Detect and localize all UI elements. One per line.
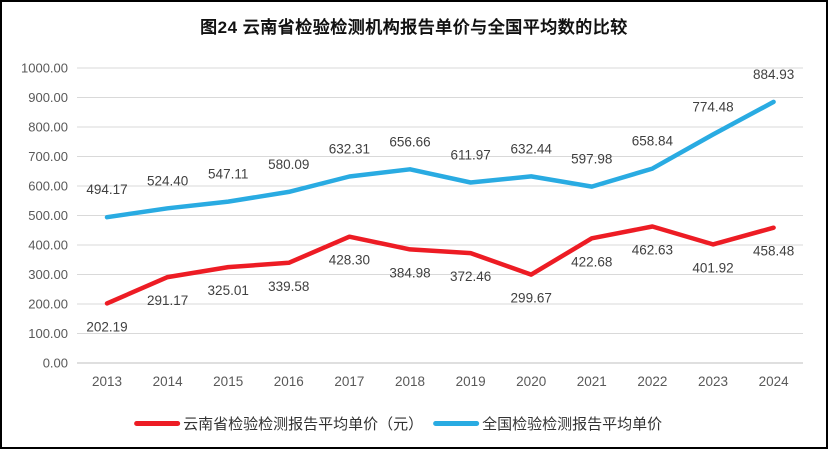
svg-text:2017: 2017: [334, 374, 364, 389]
svg-text:658.84: 658.84: [632, 134, 674, 149]
svg-text:2022: 2022: [637, 374, 667, 389]
svg-text:325.01: 325.01: [208, 283, 249, 298]
yunnan-series-line: [104, 224, 776, 306]
svg-text:884.93: 884.93: [753, 67, 794, 82]
svg-text:200.00: 200.00: [28, 297, 68, 312]
svg-text:800.00: 800.00: [28, 120, 68, 135]
yunnan-series-swatch-icon: [134, 421, 181, 426]
svg-text:500.00: 500.00: [28, 208, 68, 223]
svg-text:524.40: 524.40: [147, 173, 188, 188]
national-series-swatch-icon: [433, 421, 480, 426]
svg-text:2014: 2014: [153, 374, 184, 389]
svg-text:774.48: 774.48: [692, 100, 733, 115]
chart-title: 图24 云南省检验检测机构报告单价与全国平均数的比较: [200, 18, 628, 37]
svg-text:2016: 2016: [274, 374, 304, 389]
svg-text:1000.00: 1000.00: [21, 61, 68, 76]
svg-text:2023: 2023: [698, 374, 728, 389]
svg-text:2013: 2013: [92, 374, 122, 389]
svg-text:611.97: 611.97: [450, 147, 490, 162]
y-axis-labels: 0.00 100.00 200.00 300.00 400.00 500.00 600.00…: [21, 61, 68, 371]
svg-text:339.58: 339.58: [268, 279, 309, 294]
svg-text:401.92: 401.92: [692, 260, 733, 275]
svg-text:2024: 2024: [759, 374, 790, 389]
x-axis-labels: 2013 2014 2015 2016 2017 2018 2019 2020 2021 2022…: [92, 374, 789, 389]
legend: 云南省检验检测报告平均单价（元） 全国检验检测报告平均单价: [134, 413, 662, 434]
data-labels: 202.19 291.17 325.01 339.58 428.30 384.98 372.…: [86, 67, 794, 334]
yunnan-series-label: 云南省检验检测报告平均单价（元）: [183, 416, 424, 433]
svg-text:458.48: 458.48: [753, 244, 794, 259]
svg-text:291.17: 291.17: [147, 293, 188, 308]
svg-text:299.67: 299.67: [511, 291, 552, 306]
svg-text:632.44: 632.44: [511, 141, 553, 156]
svg-text:632.31: 632.31: [329, 141, 370, 156]
national-series-line: [104, 99, 776, 220]
svg-text:384.98: 384.98: [389, 265, 430, 280]
gridlines: [77, 67, 803, 364]
svg-text:494.17: 494.17: [86, 182, 127, 197]
svg-text:900.00: 900.00: [28, 90, 68, 105]
svg-text:372.46: 372.46: [450, 269, 491, 284]
svg-text:2020: 2020: [516, 374, 546, 389]
svg-text:462.63: 462.63: [632, 243, 673, 258]
svg-text:700.00: 700.00: [28, 149, 68, 164]
legend-item-national: 全国检验检测报告平均单价: [433, 413, 662, 434]
svg-text:597.98: 597.98: [571, 152, 612, 167]
svg-text:600.00: 600.00: [28, 179, 68, 194]
svg-text:428.30: 428.30: [329, 253, 370, 268]
svg-text:400.00: 400.00: [28, 238, 68, 253]
svg-text:2019: 2019: [456, 374, 486, 389]
legend-item-yunnan: 云南省检验检测报告平均单价（元）: [134, 413, 423, 434]
svg-text:656.66: 656.66: [389, 134, 430, 149]
svg-text:2018: 2018: [395, 374, 425, 389]
svg-text:547.11: 547.11: [208, 167, 248, 182]
svg-text:300.00: 300.00: [28, 267, 68, 282]
svg-text:202.19: 202.19: [86, 319, 127, 334]
svg-text:100.00: 100.00: [28, 326, 68, 341]
svg-text:2021: 2021: [577, 374, 607, 389]
national-series-label: 全国检验检测报告平均单价: [482, 416, 663, 433]
svg-text:0.00: 0.00: [43, 356, 68, 371]
svg-text:580.09: 580.09: [268, 157, 309, 172]
svg-text:2015: 2015: [213, 374, 243, 389]
svg-text:422.68: 422.68: [571, 254, 612, 269]
